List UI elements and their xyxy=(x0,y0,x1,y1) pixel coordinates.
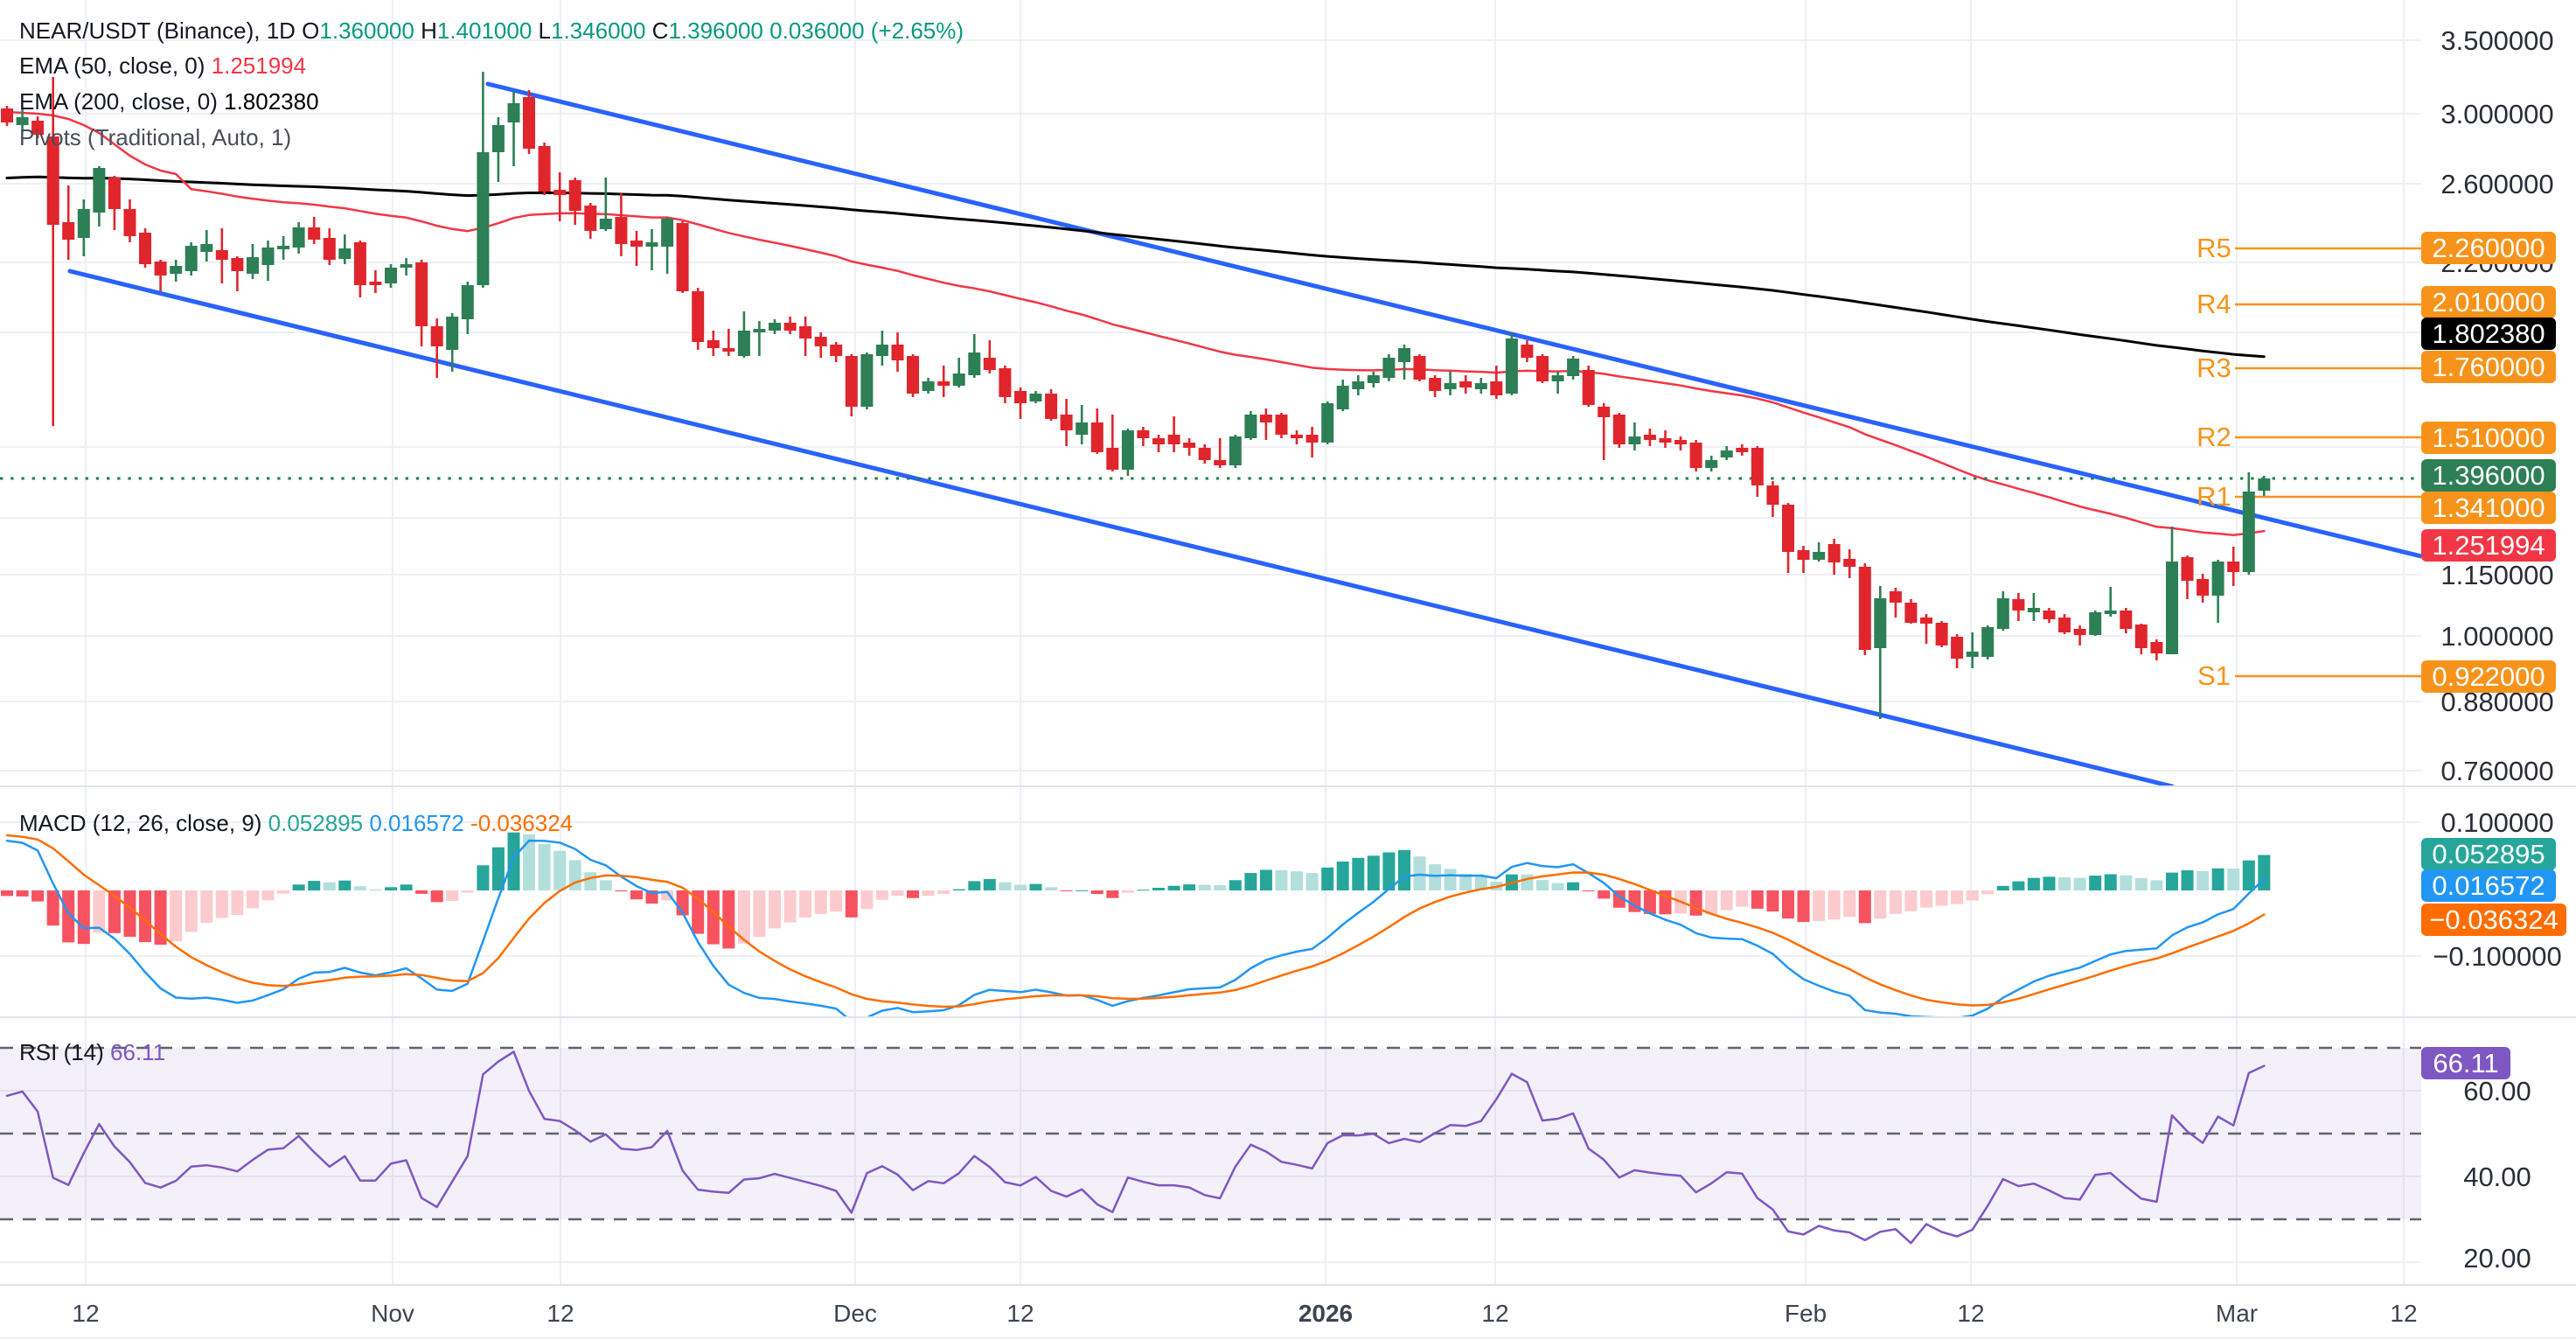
svg-text:R5: R5 xyxy=(2197,233,2231,263)
svg-text:Pivots (Traditional, Auto, 1): Pivots (Traditional, Auto, 1) xyxy=(19,124,291,150)
svg-text:1.341000: 1.341000 xyxy=(2432,492,2545,523)
svg-text:0.922000: 0.922000 xyxy=(2432,661,2545,692)
svg-text:R1: R1 xyxy=(2197,481,2231,512)
svg-text:20.00: 20.00 xyxy=(2463,1243,2531,1274)
svg-text:RSI (14) 66.11: RSI (14) 66.11 xyxy=(19,1039,165,1065)
svg-text:2.010000: 2.010000 xyxy=(2432,287,2545,318)
svg-text:66.11: 66.11 xyxy=(2433,1048,2498,1078)
svg-text:40.00: 40.00 xyxy=(2463,1162,2531,1192)
svg-text:S1: S1 xyxy=(2197,660,2231,691)
svg-text:2.260000: 2.260000 xyxy=(2432,233,2545,263)
svg-text:−0.100000: −0.100000 xyxy=(2433,941,2561,972)
svg-text:R2: R2 xyxy=(2197,422,2231,452)
svg-text:Nov: Nov xyxy=(371,1300,414,1327)
svg-text:EMA (50, close, 0) 1.251994: EMA (50, close, 0) 1.251994 xyxy=(19,52,306,79)
svg-text:2.600000: 2.600000 xyxy=(2440,169,2553,199)
svg-text:1.251994: 1.251994 xyxy=(2432,530,2545,561)
svg-text:Dec: Dec xyxy=(833,1300,877,1327)
svg-text:1.000000: 1.000000 xyxy=(2440,621,2553,652)
svg-text:12: 12 xyxy=(1006,1300,1034,1327)
svg-text:1.396000: 1.396000 xyxy=(2432,460,2545,491)
svg-text:12: 12 xyxy=(1481,1300,1508,1327)
svg-text:2026: 2026 xyxy=(1298,1300,1353,1327)
svg-text:12: 12 xyxy=(1957,1300,1984,1327)
svg-text:0.052895: 0.052895 xyxy=(2432,839,2545,869)
svg-text:1.802380: 1.802380 xyxy=(2432,318,2545,349)
svg-text:R3: R3 xyxy=(2197,352,2231,383)
svg-text:R4: R4 xyxy=(2197,289,2231,319)
svg-text:MACD (12, 26, close, 9) 0.052: MACD (12, 26, close, 9) 0.052895 0.01657… xyxy=(19,810,573,836)
svg-text:60.00: 60.00 xyxy=(2463,1076,2531,1106)
svg-text:EMA (200, close, 0) 1.802380: EMA (200, close, 0) 1.802380 xyxy=(19,88,319,115)
svg-text:Mar: Mar xyxy=(2216,1300,2258,1327)
svg-text:Feb: Feb xyxy=(1785,1300,1827,1327)
svg-text:0.100000: 0.100000 xyxy=(2440,807,2553,838)
svg-text:12: 12 xyxy=(2390,1300,2417,1327)
svg-text:−0.036324: −0.036324 xyxy=(2429,904,2558,935)
svg-text:0.016572: 0.016572 xyxy=(2432,870,2545,901)
svg-text:1.760000: 1.760000 xyxy=(2432,352,2545,382)
svg-text:12: 12 xyxy=(547,1300,574,1327)
svg-text:NEAR/USDT (Binance), 1D O1.36: NEAR/USDT (Binance), 1D O1.360000 H1.401… xyxy=(19,17,964,44)
svg-text:1.150000: 1.150000 xyxy=(2440,560,2553,590)
svg-text:3.000000: 3.000000 xyxy=(2440,99,2553,129)
svg-text:1.510000: 1.510000 xyxy=(2432,422,2545,453)
svg-text:12: 12 xyxy=(72,1300,99,1327)
svg-text:3.500000: 3.500000 xyxy=(2440,25,2553,56)
svg-text:0.760000: 0.760000 xyxy=(2440,756,2553,786)
